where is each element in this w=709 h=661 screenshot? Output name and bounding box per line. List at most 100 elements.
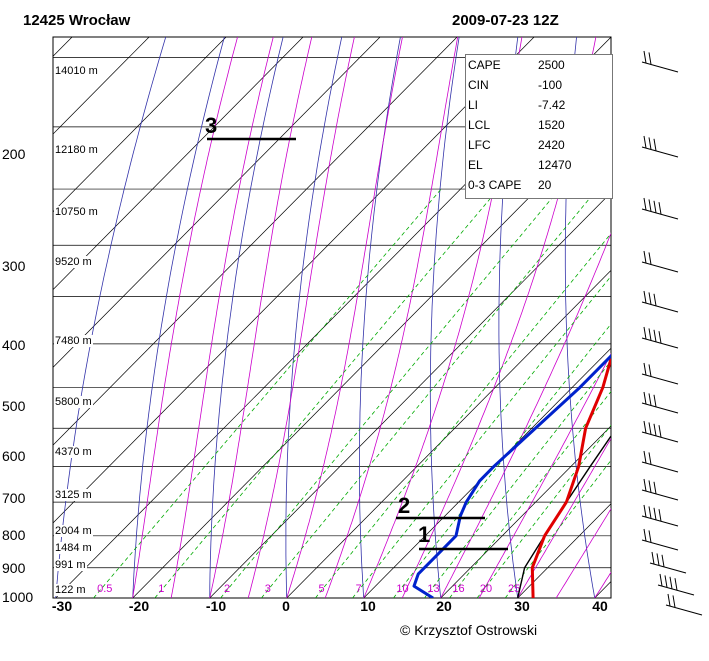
height-label: 2004 m: [54, 525, 93, 537]
wind-barb-flag: [643, 504, 647, 518]
wind-barb-flag: [643, 420, 647, 434]
wind-barb-flag: [659, 573, 663, 587]
wind-barb-flag: [643, 326, 647, 340]
index-label: LCL: [468, 118, 491, 132]
moist-adiabat-line: [132, 37, 238, 598]
x-tick-label: 0: [282, 598, 290, 614]
x-tick-label: -10: [205, 598, 227, 614]
height-label: 4370 m: [54, 446, 93, 458]
isohume-label: 1: [158, 583, 164, 595]
wind-barb-shaft: [641, 301, 679, 313]
wind-barb-flag: [653, 423, 657, 436]
index-value: 12470: [538, 158, 572, 172]
dry-adiabat-line: [359, 37, 401, 598]
wind-barb-flag: [653, 394, 657, 407]
isotherm-line: [132, 114, 611, 598]
wind-barb-flag: [664, 575, 668, 588]
height-label: 12180 m: [54, 144, 99, 156]
wind-barb-flag: [643, 528, 647, 542]
parcel-curve: [517, 434, 611, 598]
wind-barb-flag: [648, 199, 652, 212]
index-row: LFC 2420: [468, 136, 608, 154]
isohume-label: 3: [265, 583, 271, 595]
wind-barbs: [641, 50, 703, 616]
wind-barb-flag: [643, 391, 647, 405]
moist-adiabat-line: [324, 37, 459, 598]
station-title: 12425 Wrocław: [23, 12, 131, 29]
dry-adiabat-line: [55, 37, 167, 598]
wind-barb-flag: [658, 509, 662, 522]
wind-barb-shaft: [641, 337, 679, 349]
wind-barb-shaft: [641, 402, 679, 414]
mixing-ratio-line: [424, 360, 611, 598]
y-tick-label: 400: [2, 337, 26, 353]
isotherm-line: [363, 347, 611, 598]
wind-barb-shaft: [641, 208, 679, 220]
wind-barb-flag: [643, 50, 647, 64]
index-label: LFC: [468, 138, 491, 152]
wind-barb-flag: [661, 554, 665, 567]
y-tick-label: 600: [2, 448, 26, 464]
y-tick-label: 300: [2, 258, 26, 274]
isotherm-line: [53, 37, 458, 446]
moist-adiabat-line: [478, 352, 611, 598]
wind-barb-flag: [648, 393, 652, 406]
isohume-label: 10: [396, 583, 408, 595]
wind-barb-shaft: [657, 584, 695, 596]
mixing-ratio-line: [352, 275, 611, 598]
isotherm-line: [286, 269, 611, 598]
moist-adiabat-line: [286, 37, 403, 598]
wind-barb-flag: [667, 593, 671, 607]
wind-barb-flag: [643, 250, 647, 264]
wind-barb-flag: [648, 422, 652, 435]
x-tick-label: 40: [592, 598, 608, 614]
mixing-ratio-line: [261, 188, 598, 598]
wind-barb-shaft: [649, 562, 687, 574]
wind-barb-shaft: [641, 373, 679, 385]
isotherm-line: [53, 37, 535, 524]
y-tick-label: 800: [2, 527, 26, 543]
wind-barb-flag: [658, 331, 662, 344]
wind-barb-flag: [653, 293, 657, 306]
wind-barb-flag: [648, 506, 652, 519]
dry-adiabat-line: [630, 0, 709, 598]
wind-barb-flag: [669, 576, 673, 589]
moist-adiabat-line: [247, 37, 355, 598]
index-label: LI: [468, 98, 479, 112]
wind-barb-shaft: [641, 146, 679, 158]
y-tick-label: 500: [2, 398, 26, 414]
mixing-ratio-line: [393, 323, 611, 598]
index-value: -7.42: [538, 98, 566, 112]
moist-adiabat-line: [401, 37, 597, 598]
height-label: 122 m: [54, 584, 87, 596]
wind-barb-flag: [653, 507, 657, 520]
mixing-ratio-line: [449, 390, 611, 598]
height-label: 9520 m: [54, 256, 93, 268]
wind-barb-flag: [648, 480, 652, 493]
wind-barb-shaft: [641, 489, 679, 501]
moist-adiabat-line: [170, 37, 274, 598]
wind-barb-flag: [651, 551, 655, 565]
y-tick-label: 1000: [2, 589, 34, 605]
height-label: 1484 m: [54, 542, 93, 554]
moist-adiabat-line: [209, 37, 313, 598]
dry-adiabat-line: [429, 37, 460, 598]
wind-barb-flag: [653, 481, 657, 494]
x-tick-label: 20: [436, 598, 452, 614]
index-label: CIN: [468, 78, 489, 92]
wind-barb-flag: [643, 450, 647, 464]
index-row: 0-3 CAPE 20: [468, 176, 608, 194]
indices-table: CAPE 2500 CIN -100 LI -7.42 LCL 1520 LFC…: [465, 54, 613, 199]
x-tick-label: -30: [51, 598, 73, 614]
index-label: 0-3 CAPE: [468, 178, 522, 192]
x-tick-label: -20: [128, 598, 150, 614]
y-tick-label: 900: [2, 560, 26, 576]
dry-adiabat-line: [692, 0, 709, 598]
level-marker-3: 3: [205, 113, 218, 138]
isotherm-line: [0, 0, 511, 598]
dry-adiabat-line: [132, 37, 225, 598]
height-label: 14010 m: [54, 65, 99, 77]
temperature-curve: [530, 353, 611, 598]
isotherm-line: [672, 0, 709, 598]
isohume-label: 20: [480, 583, 492, 595]
